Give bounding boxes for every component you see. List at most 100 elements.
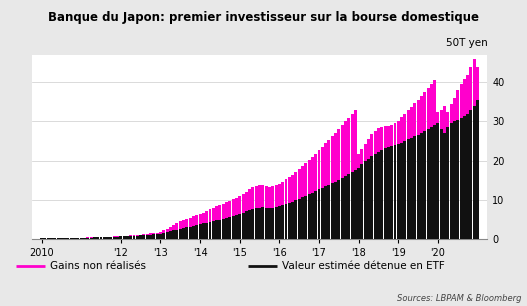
Bar xyxy=(426,88,430,129)
Bar xyxy=(155,234,159,239)
Bar xyxy=(340,178,344,239)
Bar xyxy=(288,177,291,203)
Bar xyxy=(463,79,466,116)
Bar xyxy=(209,222,211,239)
Bar xyxy=(318,189,320,239)
Bar xyxy=(314,191,317,239)
Bar xyxy=(334,182,337,239)
Bar xyxy=(238,214,241,239)
Bar xyxy=(235,198,238,215)
Bar xyxy=(90,237,93,239)
Bar xyxy=(152,234,155,239)
Bar xyxy=(172,225,175,230)
Bar xyxy=(212,221,215,239)
Bar xyxy=(387,126,390,147)
Bar xyxy=(76,238,80,239)
Bar xyxy=(417,100,419,135)
Bar xyxy=(56,238,60,239)
Bar xyxy=(123,236,125,239)
Bar xyxy=(446,112,450,127)
Bar xyxy=(182,228,185,239)
Bar xyxy=(456,90,459,120)
Bar xyxy=(165,229,169,232)
Bar xyxy=(311,192,314,239)
Bar xyxy=(340,125,344,178)
Bar xyxy=(245,192,248,211)
Bar xyxy=(225,202,228,218)
Bar xyxy=(245,211,248,239)
Bar xyxy=(238,196,241,214)
Text: Gains non réalisés: Gains non réalisés xyxy=(50,261,146,271)
Bar xyxy=(321,147,324,188)
Bar xyxy=(139,234,142,235)
Bar xyxy=(324,186,327,239)
Bar xyxy=(186,219,188,227)
Bar xyxy=(327,185,330,239)
Bar xyxy=(446,127,450,239)
Bar xyxy=(370,156,373,239)
Bar xyxy=(360,164,364,239)
Bar xyxy=(304,196,307,239)
Bar xyxy=(228,201,231,217)
Bar xyxy=(397,121,400,144)
Bar xyxy=(149,235,152,239)
Bar xyxy=(271,208,274,239)
Bar xyxy=(261,207,265,239)
Bar xyxy=(298,169,301,199)
Bar xyxy=(251,187,255,209)
Bar xyxy=(63,238,66,239)
Bar xyxy=(218,205,221,219)
Bar xyxy=(377,128,380,151)
Bar xyxy=(324,144,327,186)
Bar xyxy=(172,230,175,239)
Bar xyxy=(179,229,182,239)
Bar xyxy=(265,208,268,239)
Bar xyxy=(291,202,294,239)
Bar xyxy=(60,238,63,239)
Bar xyxy=(417,135,419,239)
Bar xyxy=(50,238,53,239)
Bar xyxy=(275,185,278,207)
Bar xyxy=(443,106,446,133)
Bar xyxy=(295,200,297,239)
Bar xyxy=(116,237,119,239)
Bar xyxy=(473,59,476,106)
Bar xyxy=(251,209,255,239)
Bar xyxy=(199,214,201,224)
Bar xyxy=(443,133,446,239)
Bar xyxy=(255,185,258,208)
Bar xyxy=(410,138,413,239)
Bar xyxy=(169,226,172,231)
Bar xyxy=(377,151,380,239)
Bar xyxy=(436,123,440,239)
Bar xyxy=(466,114,469,239)
Bar xyxy=(43,238,46,239)
Bar xyxy=(374,131,377,154)
Bar xyxy=(357,168,360,239)
Bar xyxy=(460,118,463,239)
Bar xyxy=(367,139,370,159)
Bar xyxy=(165,232,169,239)
Bar xyxy=(189,218,192,226)
Bar xyxy=(215,206,218,220)
Bar xyxy=(96,237,99,239)
Bar xyxy=(407,140,409,239)
Bar xyxy=(308,160,310,194)
Bar xyxy=(275,207,278,239)
Bar xyxy=(103,237,106,239)
Bar xyxy=(129,235,132,236)
Bar xyxy=(404,141,406,239)
Bar xyxy=(146,235,149,239)
Bar xyxy=(285,204,287,239)
Bar xyxy=(126,236,129,239)
Bar xyxy=(232,216,235,239)
Bar xyxy=(321,188,324,239)
Bar xyxy=(218,219,221,239)
Bar xyxy=(337,180,340,239)
Bar xyxy=(53,238,56,239)
Bar xyxy=(367,159,370,239)
Bar xyxy=(196,215,198,225)
Bar xyxy=(248,189,251,210)
Text: Valeur estimée détenue en ETF: Valeur estimée détenue en ETF xyxy=(282,261,445,271)
Bar xyxy=(476,67,479,100)
